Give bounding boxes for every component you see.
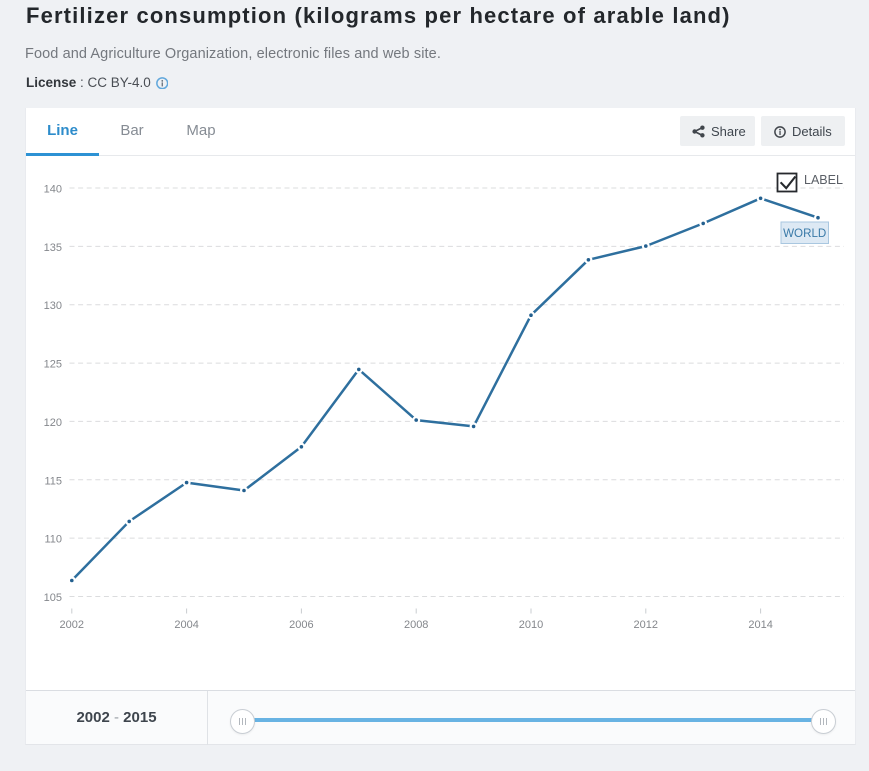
svg-text:2004: 2004 <box>174 619 198 631</box>
svg-text:140: 140 <box>44 184 62 196</box>
svg-text:105: 105 <box>44 592 62 604</box>
svg-text:2014: 2014 <box>748 619 772 631</box>
svg-text:120: 120 <box>44 417 62 429</box>
svg-text:2002: 2002 <box>60 619 84 631</box>
svg-text:125: 125 <box>44 359 62 371</box>
svg-text:115: 115 <box>44 475 62 487</box>
svg-text:2008: 2008 <box>404 619 428 631</box>
svg-text:110: 110 <box>44 534 62 546</box>
svg-text:2006: 2006 <box>289 619 313 631</box>
svg-text:135: 135 <box>44 242 62 254</box>
svg-text:2010: 2010 <box>519 619 543 631</box>
svg-text:WORLD: WORLD <box>783 227 826 240</box>
svg-text:LABEL: LABEL <box>804 173 843 187</box>
svg-text:130: 130 <box>44 300 62 312</box>
svg-text:2012: 2012 <box>634 619 658 631</box>
